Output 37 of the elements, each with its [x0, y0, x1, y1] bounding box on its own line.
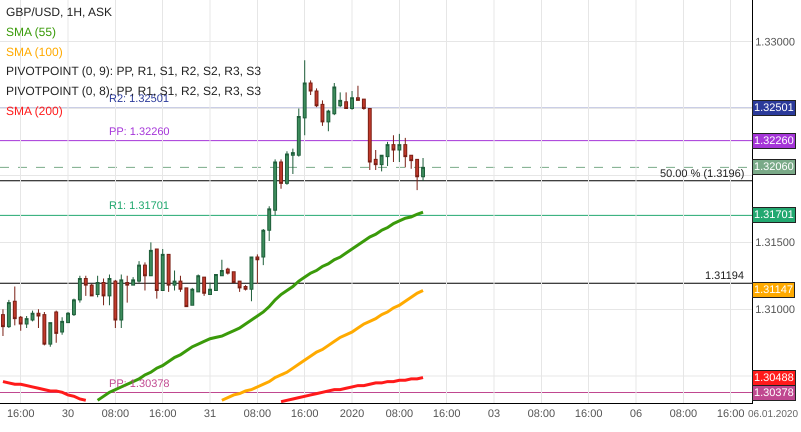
- annotation: 1.30378: [754, 387, 794, 399]
- x-tick-label: 16:00: [716, 408, 744, 420]
- ref-line-label: PP: 1.32260: [109, 126, 170, 138]
- x-tick-label: 16:00: [574, 408, 602, 420]
- y-tick-label: 1.33000: [755, 36, 795, 48]
- annotation: 1.31147: [754, 284, 793, 296]
- ref-line-label: 50.00 % (1.3196): [660, 168, 744, 180]
- text: SMA (100): [6, 45, 63, 59]
- x-tick-label: 16:00: [6, 408, 34, 420]
- x-tick-label: 16:00: [432, 408, 460, 420]
- annotation: 1.32260: [754, 135, 794, 147]
- text: 06.01.2020: [748, 409, 798, 420]
- ref-line-label: PP: 1.30378: [109, 378, 170, 390]
- x-tick-label: 08:00: [386, 408, 414, 420]
- x-tick-label: 08:00: [670, 408, 698, 420]
- x-tick-label: 2020: [340, 408, 364, 420]
- ref-line-label: 1.31194: [705, 270, 744, 282]
- x-tick-label: 06: [630, 408, 642, 420]
- x-tick-label: 31: [204, 408, 216, 420]
- x-tick-label: 30: [62, 408, 74, 420]
- annotation: PIVOTPOINT (0, 9): PP, R1, S1, R2, S2, R3, S3: [6, 64, 262, 78]
- text: SMA (200): [6, 104, 63, 118]
- x-tick-label: 08:00: [528, 408, 556, 420]
- ref-line-label: R1: 1.31701: [109, 200, 169, 212]
- annotation: 1.30488: [754, 372, 794, 384]
- x-tick-label: 16:00: [148, 408, 176, 420]
- annotation: 1.32501: [754, 102, 794, 114]
- y-tick-label: 1.31000: [755, 304, 795, 316]
- x-tick-label: 16:00: [290, 408, 318, 420]
- text: GBP/USD, 1H, ASK: [6, 5, 112, 19]
- x-tick-label: 08:00: [102, 408, 130, 420]
- x-tick-label: 03: [488, 408, 500, 420]
- text: SMA (55): [6, 25, 56, 39]
- y-tick-label: 1.31500: [755, 237, 795, 250]
- annotation: 1.31701: [754, 209, 794, 221]
- annotation: 1.32060: [754, 161, 794, 173]
- x-tick-label: 08:00: [244, 408, 272, 420]
